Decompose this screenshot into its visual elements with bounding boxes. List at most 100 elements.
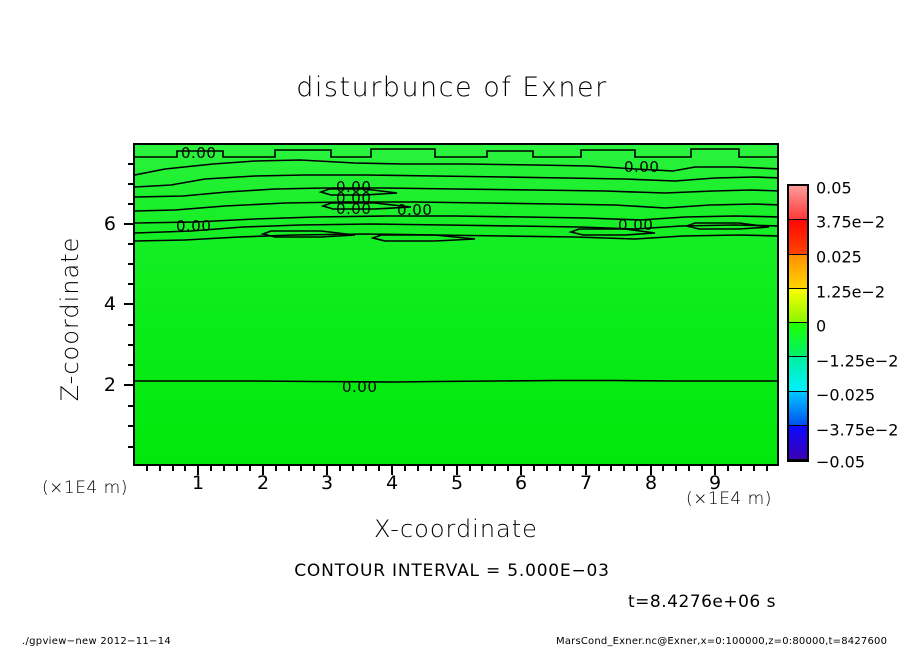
x-tick-label: 8 <box>644 472 658 494</box>
x-tick-minor <box>559 466 561 471</box>
contour-lines <box>135 148 777 383</box>
x-tick-major <box>197 466 199 475</box>
x-tick-minor <box>339 466 341 471</box>
x-tick-minor <box>184 466 186 471</box>
y-tick-minor <box>128 183 133 185</box>
x-tick-minor <box>236 466 238 471</box>
x-tick-major <box>326 466 328 475</box>
y-tick-minor <box>128 243 133 245</box>
x-tick-minor <box>300 466 302 471</box>
colorbar <box>787 184 809 462</box>
x-tick-major <box>714 466 716 475</box>
x-tick-minor <box>753 466 755 471</box>
colorbar-band-4 <box>789 323 807 358</box>
x-tick-minor <box>727 466 729 471</box>
y-tick-minor <box>128 364 133 366</box>
contour-label: 0.00 <box>618 216 654 234</box>
colorbar-band-5 <box>789 357 807 392</box>
x-tick-minor <box>636 466 638 471</box>
colorbar-label: 3.75e−2 <box>816 212 886 232</box>
x-tick-minor <box>572 466 574 471</box>
colorbar-band-3 <box>789 288 807 323</box>
x-tick-minor <box>507 466 509 471</box>
x-axis-unit-right: (×1E4 m) <box>686 489 772 509</box>
x-tick-minor <box>469 466 471 471</box>
y-axis-title: Z-coordinate <box>56 236 84 402</box>
y-tick-label: 4 <box>103 293 116 315</box>
x-tick-label: 5 <box>450 472 464 494</box>
colorbar-band-7 <box>789 425 807 460</box>
contour-label: 0.00 <box>181 144 217 162</box>
x-tick-major <box>262 466 264 475</box>
x-tick-minor <box>249 466 251 471</box>
colorbar-label: −3.75e−2 <box>816 420 899 440</box>
contour-label: 0.00 <box>342 378 378 396</box>
x-tick-minor <box>313 466 315 471</box>
x-tick-minor <box>766 466 768 471</box>
contour-label: 0.00 <box>624 158 660 176</box>
x-tick-label: 6 <box>514 472 528 494</box>
x-tick-minor <box>275 466 277 471</box>
y-tick-major <box>124 303 133 305</box>
x-tick-minor <box>172 466 174 471</box>
y-tick-major <box>124 223 133 225</box>
y-tick-minor <box>128 203 133 205</box>
time-stamp-text: t=8.4276e+06 s <box>628 592 776 612</box>
x-tick-label: 2 <box>256 472 270 494</box>
y-tick-minor <box>128 344 133 346</box>
x-tick-label: 7 <box>579 472 593 494</box>
y-tick-major <box>124 384 133 386</box>
colorbar-band-0 <box>789 186 807 221</box>
colorbar-label: 1.25e−2 <box>816 282 886 302</box>
y-tick-label: 2 <box>103 374 116 396</box>
footer-source-text: MarsCond_Exner.nc@Exner,x=0:100000,z=0:8… <box>556 636 888 647</box>
x-tick-minor <box>404 466 406 471</box>
y-tick-minor <box>128 405 133 407</box>
x-tick-minor <box>610 466 612 471</box>
x-tick-minor <box>701 466 703 471</box>
x-tick-minor <box>662 466 664 471</box>
x-axis-title: X-coordinate <box>374 515 538 543</box>
x-tick-minor <box>288 466 290 471</box>
x-tick-minor <box>443 466 445 471</box>
x-tick-minor <box>378 466 380 471</box>
x-tick-major <box>391 466 393 475</box>
x-tick-minor <box>430 466 432 471</box>
x-tick-minor <box>365 466 367 471</box>
colorbar-label: 0 <box>816 316 827 336</box>
colorbar-label: 0.025 <box>816 247 862 267</box>
colorbar-band-2 <box>789 254 807 289</box>
x-tick-major <box>520 466 522 475</box>
page-title: disturbunce of Exner <box>296 72 608 103</box>
x-tick-minor <box>675 466 677 471</box>
x-tick-minor <box>623 466 625 471</box>
colorbar-band-1 <box>789 220 807 255</box>
y-tick-minor <box>128 163 133 165</box>
x-tick-minor <box>546 466 548 471</box>
y-tick-minor <box>128 324 133 326</box>
contour-label: 0.00 <box>336 200 372 218</box>
contour-interval-text: CONTOUR INTERVAL = 5.000E−03 <box>294 561 610 581</box>
x-tick-major <box>585 466 587 475</box>
x-tick-minor <box>352 466 354 471</box>
x-tick-minor <box>223 466 225 471</box>
colorbar-label: −0.025 <box>816 385 876 405</box>
x-tick-major <box>650 466 652 475</box>
x-tick-minor <box>740 466 742 471</box>
y-tick-minor <box>128 446 133 448</box>
x-tick-label: 9 <box>708 472 722 494</box>
x-tick-minor <box>598 466 600 471</box>
y-tick-minor <box>128 263 133 265</box>
x-tick-minor <box>494 466 496 471</box>
x-tick-label: 4 <box>385 472 399 494</box>
x-tick-minor <box>481 466 483 471</box>
colorbar-label: 0.05 <box>816 178 852 198</box>
colorbar-band-6 <box>789 391 807 426</box>
x-tick-minor <box>417 466 419 471</box>
x-tick-label: 1 <box>191 472 205 494</box>
colorbar-label: −0.05 <box>816 452 866 472</box>
contour-label: 0.00 <box>336 189 372 207</box>
x-tick-minor <box>159 466 161 471</box>
x-tick-minor <box>688 466 690 471</box>
contour-label: 0.00 <box>176 217 212 235</box>
